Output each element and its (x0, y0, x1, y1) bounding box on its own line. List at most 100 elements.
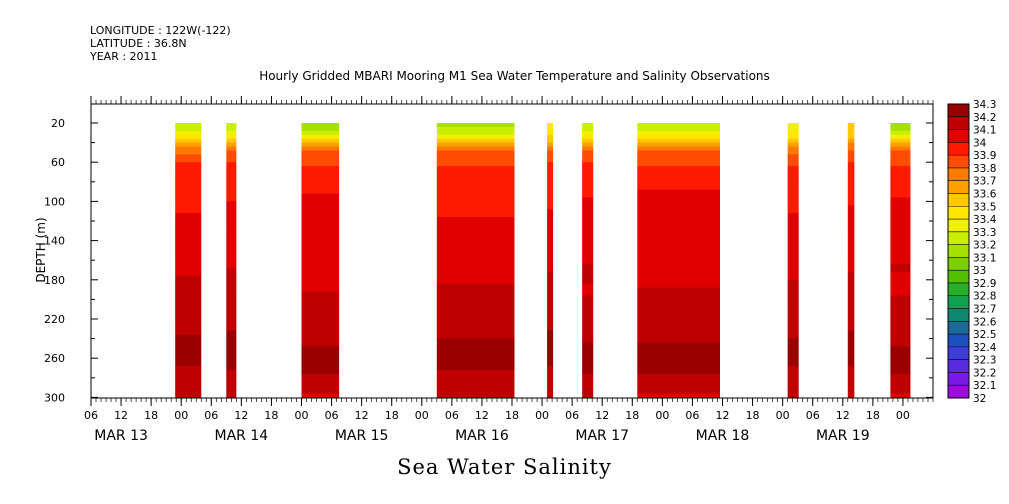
heat-cell (175, 170, 202, 175)
heat-cell (436, 205, 515, 210)
heat-cell (547, 381, 554, 387)
x-tick-label: 06 (565, 409, 579, 422)
heat-cell (436, 350, 515, 355)
heat-cell (547, 350, 554, 355)
colorbar-swatch (948, 346, 969, 360)
latitude-label: LATITUDE : 36.8N (90, 37, 187, 50)
colorbar-label: 33.6 (973, 188, 997, 200)
heat-cell (787, 201, 799, 206)
heat-cell (301, 224, 340, 230)
heat-cell (301, 252, 340, 257)
heat-cell (226, 138, 237, 144)
heat-cell (890, 189, 911, 195)
heat-cell (301, 201, 340, 206)
heat-cell (582, 358, 594, 363)
heat-cell (436, 221, 515, 226)
heat-cell (226, 130, 237, 136)
heat-cell (547, 362, 554, 367)
heat-cell (547, 260, 554, 265)
heat-cell (547, 134, 554, 140)
heat-cell (637, 283, 720, 289)
heat-cell (582, 256, 594, 261)
heat-cell (582, 170, 594, 175)
y-tick-label: 260 (44, 352, 65, 365)
heat-cell (547, 130, 554, 136)
heat-cell (847, 385, 855, 391)
heat-cell (175, 224, 202, 230)
heat-cell (436, 373, 515, 379)
heat-cell (301, 217, 340, 222)
heat-cell (436, 162, 515, 167)
heat-cell (301, 373, 340, 379)
heat-cell (301, 193, 340, 199)
heat-cell (582, 248, 594, 253)
heat-cell (547, 166, 554, 171)
heat-cell (787, 393, 799, 398)
heat-cell (847, 201, 855, 206)
heat-cell (175, 162, 202, 167)
heat-cell (637, 248, 720, 253)
heat-cell (637, 338, 720, 344)
x-tick-label: 12 (234, 409, 248, 422)
data-segment (301, 123, 340, 398)
heat-cell (175, 244, 202, 250)
heat-cell (301, 322, 340, 328)
colorbar-swatch (948, 142, 969, 156)
heat-cell (226, 197, 237, 202)
heat-cell (175, 213, 202, 218)
heat-cell (890, 146, 911, 152)
heat-cell (226, 162, 237, 167)
heat-cell (436, 275, 515, 281)
heat-cell (436, 260, 515, 265)
heat-cell (175, 205, 202, 210)
chart-title: Hourly Gridded MBARI Mooring M1 Sea Wate… (259, 69, 770, 83)
heat-cell (637, 166, 720, 171)
heat-cell (787, 346, 799, 351)
heat-cell (637, 322, 720, 328)
heat-cell (547, 126, 554, 132)
heat-cell (787, 228, 799, 234)
heat-cell (787, 205, 799, 210)
heat-cell (787, 244, 799, 250)
heat-cell (582, 381, 594, 387)
heat-cell (847, 189, 855, 195)
heat-cell (787, 256, 799, 261)
heat-cell (890, 338, 911, 344)
heat-cell (847, 287, 855, 293)
heat-cell (847, 319, 855, 324)
heat-cell (582, 240, 594, 246)
heat-cell (175, 221, 202, 226)
heat-cell (787, 232, 799, 238)
heat-cell (582, 366, 594, 371)
heat-cell (890, 385, 911, 391)
heat-cell (787, 146, 799, 152)
heat-cell (890, 181, 911, 187)
heat-cell (436, 228, 515, 234)
heat-cell (547, 189, 554, 195)
heat-cell (301, 162, 340, 167)
heat-cell (582, 275, 594, 281)
heat-cell (226, 150, 237, 155)
heat-cell (847, 232, 855, 238)
heat-cell (890, 358, 911, 363)
heat-cell (175, 330, 202, 336)
heat-cell (175, 130, 202, 136)
heat-cell (301, 170, 340, 175)
x-tick-label: 06 (685, 409, 699, 422)
heat-cell (890, 126, 911, 132)
colorbar-label: 33.1 (973, 252, 996, 264)
heat-cell (582, 123, 594, 128)
heat-cell (547, 123, 554, 128)
heat-cell (890, 366, 911, 371)
heat-cell (175, 279, 202, 285)
heat-cell (582, 326, 594, 332)
heat-cell (787, 381, 799, 387)
heat-cell (637, 271, 720, 277)
x-tick-label: 12 (114, 409, 128, 422)
heat-cell (301, 279, 340, 285)
heat-cell (637, 315, 720, 320)
heat-cell (175, 315, 202, 320)
heat-cell (787, 268, 799, 273)
heat-cell (582, 193, 594, 199)
heat-cell (890, 177, 911, 183)
